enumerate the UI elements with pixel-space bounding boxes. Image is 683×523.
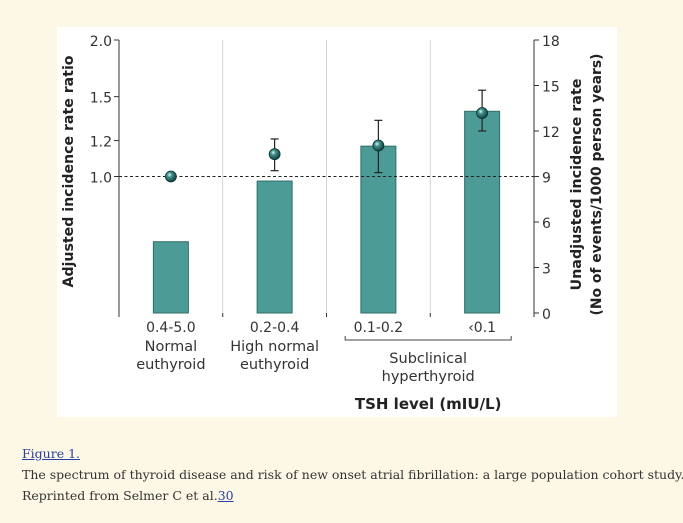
bar [464,110,501,314]
bar [152,241,189,314]
x-category-label: euthyroid [136,357,205,373]
group-label: Subclinical [389,351,467,367]
x-tick-label: ‹0.1 [468,320,496,336]
right-tick-label: 12 [542,125,560,141]
x-tick-label: 0.2-0.4 [250,320,300,336]
left-tick-label: 1.5 [90,91,112,107]
figure-panel: 1.0 1.2 1.5 2.0 0 3 6 9 12 15 18 Adjusted incidence… [57,27,617,417]
x-tick-label: 0.4-5.0 [146,320,196,336]
reference-link[interactable]: 30 [217,488,234,503]
left-tick-label: 1.2 [90,135,112,151]
group-label: hyperthyroid [382,369,475,385]
right-tick-label: 15 [542,80,560,96]
right-tick-label: 6 [542,216,551,232]
data-point [372,139,385,152]
left-tick-label: 2.0 [90,34,112,50]
caption-credit: Reprinted from Selmer C et al. [22,488,218,503]
right-tick-label: 9 [542,171,551,187]
chart: 1.0 1.2 1.5 2.0 0 3 6 9 12 15 18 Adjusted incidence… [61,34,605,413]
chart-axes [114,39,539,341]
right-axis-subtitle: (No of events/1000 person years) [589,54,605,316]
caption-title: The spectrum of thyroid disease and risk… [22,467,683,482]
chart-points [164,89,489,183]
right-tick-label: 3 [542,262,551,278]
data-point [476,107,489,119]
group-bracket [344,336,512,341]
figure-link[interactable]: Figure 1. [22,446,80,461]
x-axis-title: TSH level (mIU/L) [355,395,502,413]
chart-text: 1.0 1.2 1.5 2.0 0 3 6 9 12 15 18 Adjusted incidence… [61,34,605,413]
left-axis-title: Adjusted incidence rate ratio [61,55,77,287]
x-tick-label: 0.1-0.2 [354,320,404,336]
x-category-label: High normal [230,339,319,355]
bar [256,180,293,314]
bar [360,145,397,314]
left-tick-label: 1.0 [90,171,112,187]
data-point [164,170,177,183]
x-category-label: euthyroid [240,357,309,373]
x-category-label: Normal [145,339,197,355]
data-point [268,148,281,161]
chart-bars [152,110,501,314]
right-tick-label: 18 [542,34,560,50]
chart-grid [222,40,431,313]
figure-caption: Figure 1. The spectrum of thyroid diseas… [22,443,683,506]
right-tick-label: 0 [542,307,551,323]
right-axis-title: Unadjusted incidence rate [569,79,585,291]
